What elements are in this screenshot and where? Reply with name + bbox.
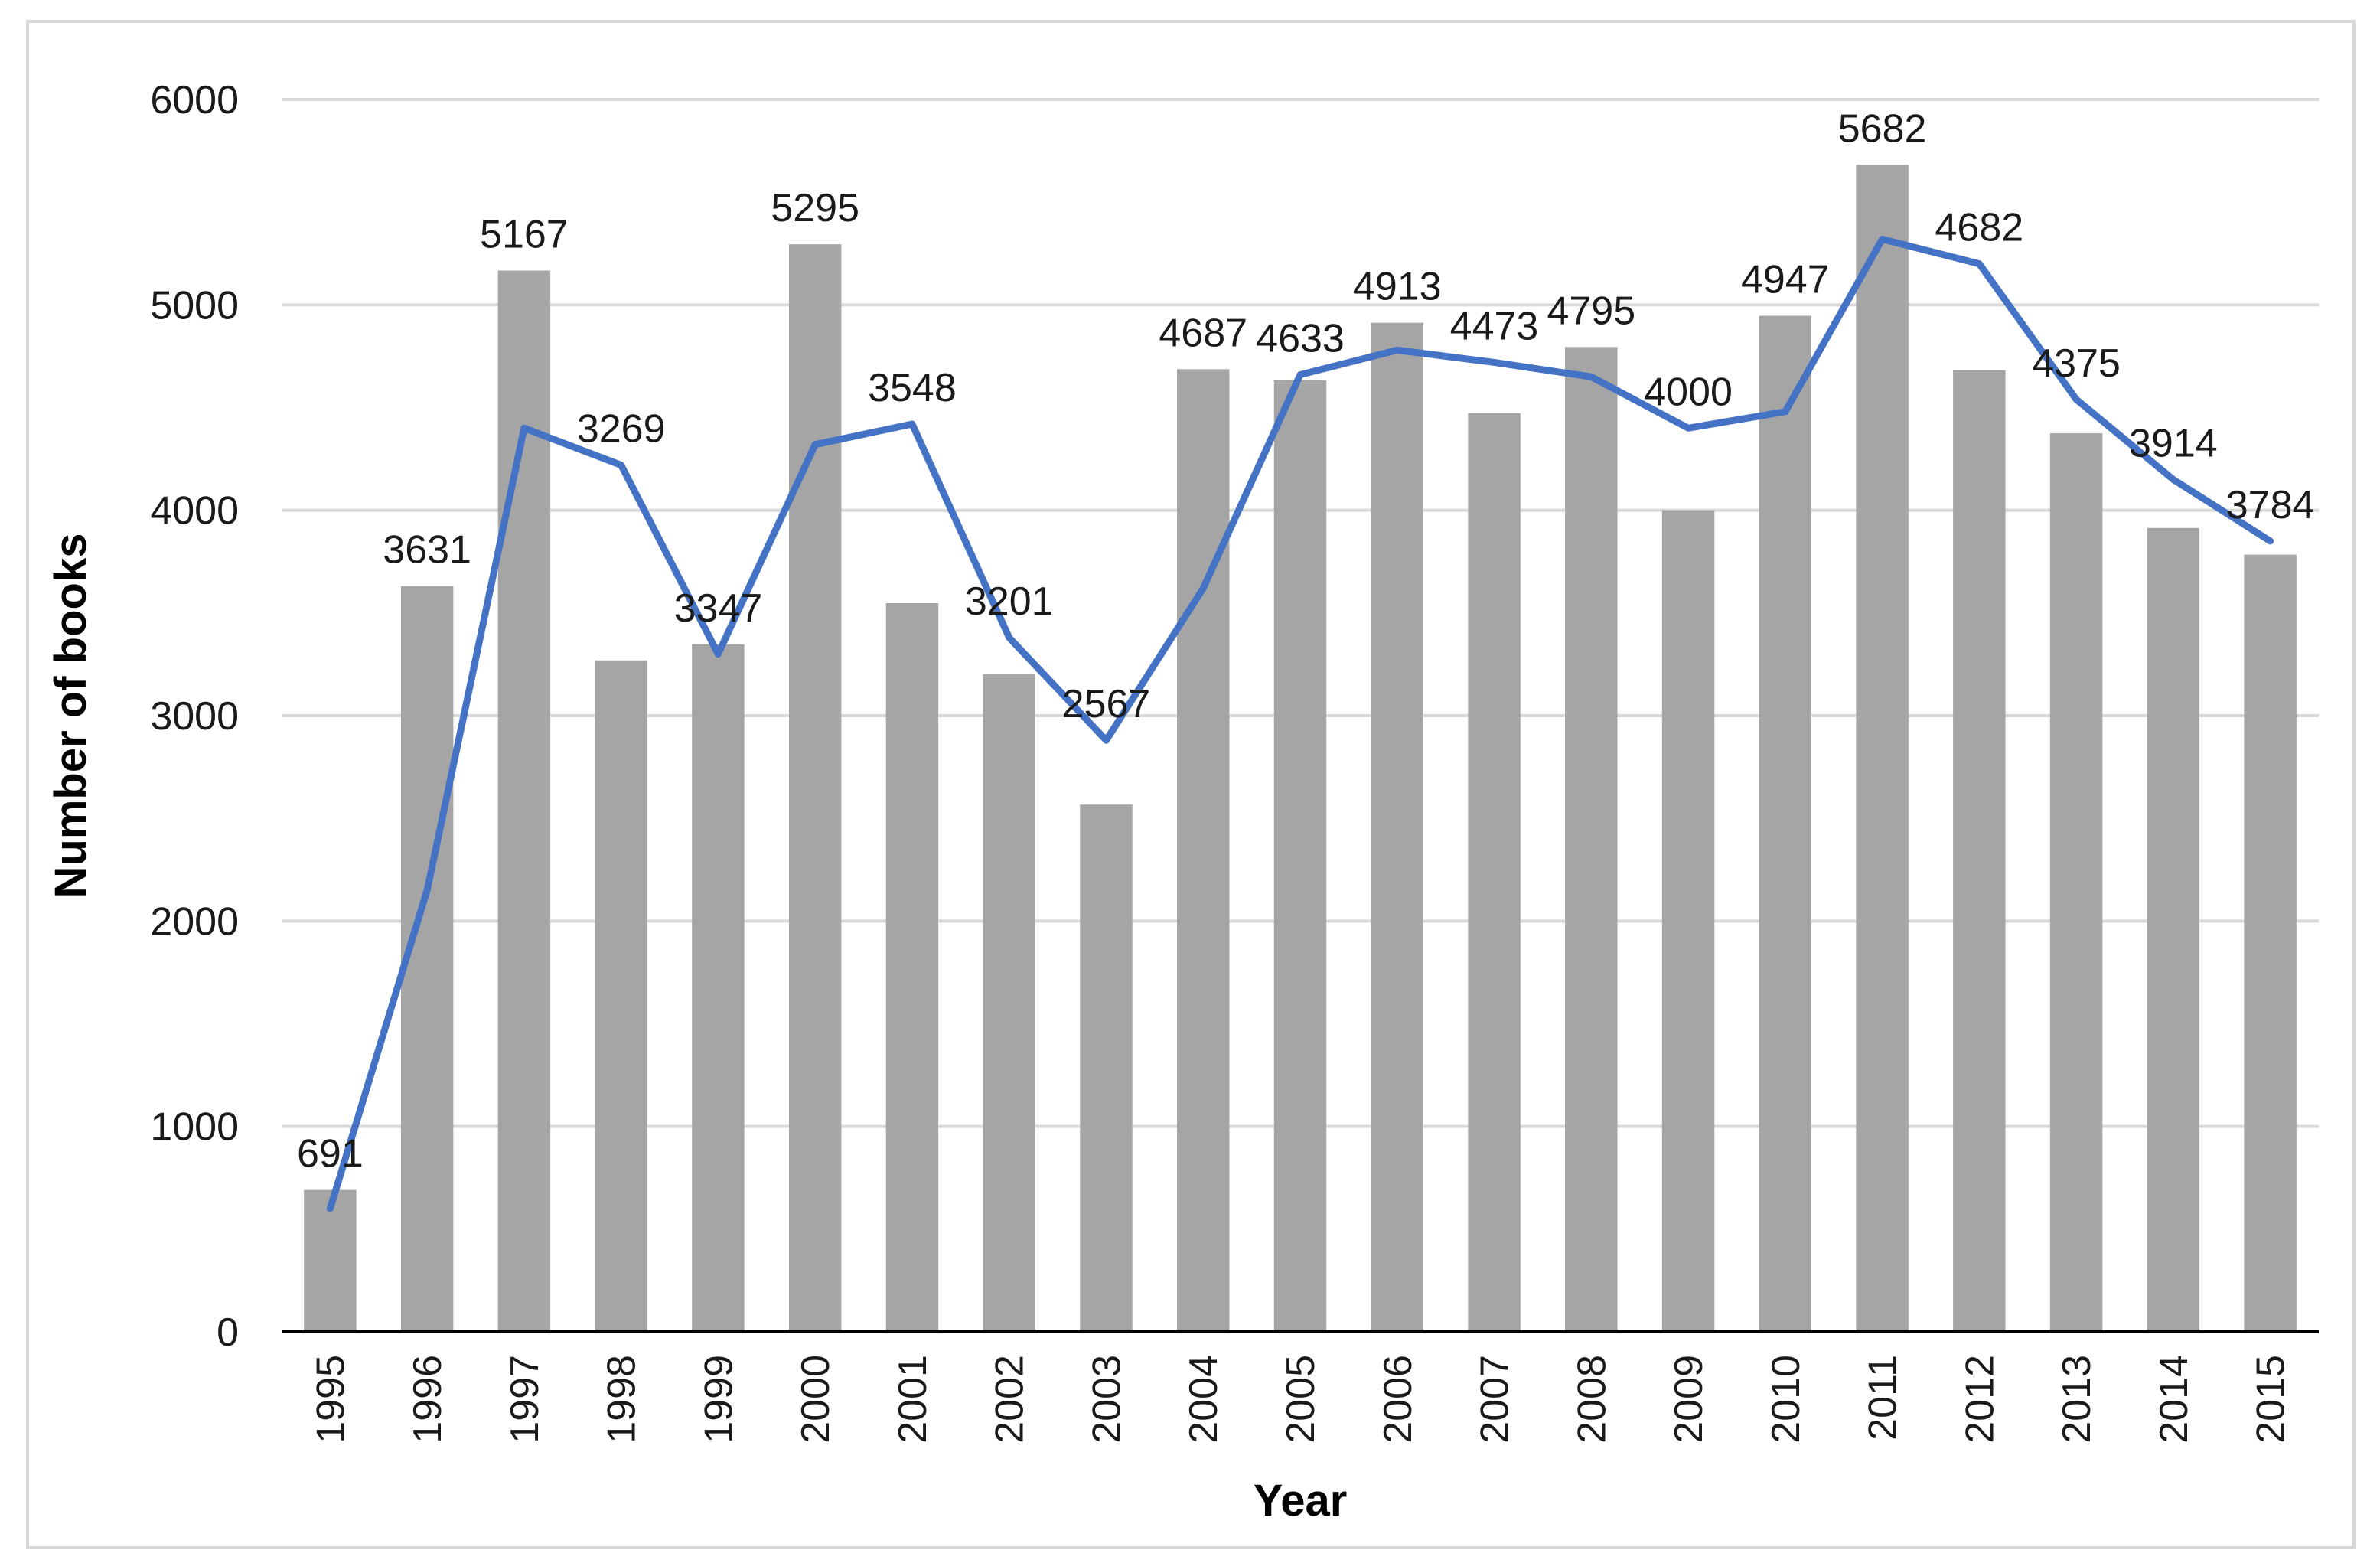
y-tick-label: 3000 bbox=[150, 694, 239, 739]
x-axis-ticks: 1995 1996 1997 1998 1999 2000 2001 2002 2003 2004… bbox=[308, 1355, 2293, 1444]
x-tick-label: 2006 bbox=[1376, 1355, 1420, 1444]
x-tick-label: 2009 bbox=[1667, 1355, 1711, 1444]
data-label: 4795 bbox=[1547, 289, 1635, 333]
x-tick-label: 2008 bbox=[1570, 1355, 1614, 1444]
x-tick-label: 1997 bbox=[503, 1355, 547, 1444]
x-tick-label: 2005 bbox=[1279, 1355, 1323, 1444]
y-tick-label: 1000 bbox=[150, 1105, 239, 1150]
data-label: 3347 bbox=[674, 586, 763, 631]
x-tick-label: 2000 bbox=[794, 1355, 838, 1444]
x-tick-label: 2001 bbox=[891, 1355, 935, 1444]
x-tick-label: 1998 bbox=[600, 1355, 644, 1444]
x-tick-label: 2014 bbox=[2152, 1355, 2196, 1444]
x-tick-label: 2012 bbox=[1958, 1355, 2002, 1444]
bar-2009 bbox=[1661, 510, 1715, 1332]
bar-2011 bbox=[1856, 165, 1909, 1333]
bar-2003 bbox=[1080, 804, 1133, 1332]
x-tick-label: 1995 bbox=[308, 1355, 353, 1444]
bar-2005 bbox=[1273, 380, 1327, 1333]
bar-2006 bbox=[1371, 322, 1423, 1332]
x-tick-label: 2015 bbox=[2249, 1355, 2294, 1444]
data-label: 3631 bbox=[383, 528, 471, 573]
y-tick-label: 6000 bbox=[150, 78, 239, 122]
x-tick-label: 2004 bbox=[1182, 1355, 1226, 1444]
bar-2010 bbox=[1759, 315, 1812, 1333]
bar-1997 bbox=[497, 270, 551, 1332]
y-tick-label: 0 bbox=[217, 1310, 239, 1355]
data-label: 5682 bbox=[1838, 106, 1927, 151]
y-tick-label: 4000 bbox=[150, 489, 239, 534]
data-label: 4473 bbox=[1450, 304, 1539, 348]
data-label: 5295 bbox=[771, 186, 859, 230]
data-label: 5167 bbox=[480, 213, 569, 257]
bar-2001 bbox=[885, 602, 939, 1332]
bar-2015 bbox=[2244, 554, 2297, 1332]
x-tick-label: 2007 bbox=[1473, 1355, 1518, 1444]
y-axis-ticks: 0 1000 2000 3000 4000 5000 6000 bbox=[150, 78, 239, 1355]
bar-2008 bbox=[1565, 347, 1618, 1332]
data-label: 3784 bbox=[2226, 483, 2315, 527]
x-tick-label: 2002 bbox=[988, 1355, 1032, 1444]
bar-2013 bbox=[2049, 433, 2103, 1332]
data-label: 4000 bbox=[1644, 370, 1733, 414]
y-axis-title: Number of books bbox=[46, 534, 96, 899]
data-label: 4633 bbox=[1256, 317, 1345, 361]
data-label: 3269 bbox=[577, 407, 666, 452]
y-tick-label: 2000 bbox=[150, 899, 239, 944]
bar-2007 bbox=[1468, 413, 1521, 1332]
x-axis-title: Year bbox=[1254, 1476, 1348, 1525]
data-label: 4687 bbox=[1159, 311, 1247, 355]
data-label: 4913 bbox=[1353, 265, 1442, 309]
data-label: 3201 bbox=[965, 579, 1054, 624]
bar-2004 bbox=[1177, 369, 1230, 1332]
x-tick-label: 1996 bbox=[406, 1355, 450, 1444]
data-label: 4375 bbox=[2032, 341, 2121, 386]
bar-1998 bbox=[595, 660, 647, 1332]
bar-1999 bbox=[692, 644, 745, 1332]
bar-2002 bbox=[983, 674, 1035, 1332]
x-tick-label: 2011 bbox=[1861, 1355, 1906, 1441]
x-tick-label: 2003 bbox=[1084, 1355, 1129, 1444]
bar-2000 bbox=[788, 244, 842, 1332]
x-tick-label: 2010 bbox=[1764, 1355, 1808, 1444]
data-label: 2567 bbox=[1062, 682, 1151, 726]
trend-line bbox=[326, 235, 2274, 1212]
x-tick-label: 2013 bbox=[2055, 1355, 2099, 1444]
line-series bbox=[326, 235, 2274, 1212]
data-label: 4682 bbox=[1935, 206, 2023, 250]
data-label: 3914 bbox=[2129, 421, 2218, 465]
data-label: 3548 bbox=[868, 366, 957, 410]
bar-2014 bbox=[2147, 527, 2200, 1332]
y-tick-label: 5000 bbox=[150, 283, 239, 328]
x-tick-label: 1999 bbox=[696, 1355, 741, 1444]
data-label: 4947 bbox=[1741, 258, 1830, 302]
data-label: 691 bbox=[297, 1132, 364, 1176]
bar-2012 bbox=[1953, 370, 2006, 1332]
bar-1995 bbox=[304, 1189, 357, 1332]
